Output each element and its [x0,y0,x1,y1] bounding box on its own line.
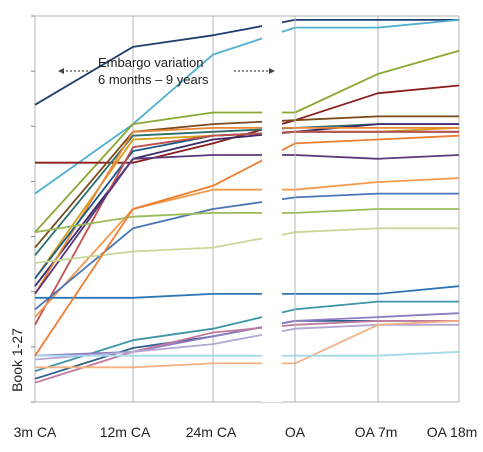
series-line-5 [34,115,459,249]
series-line-20 [34,312,460,357]
series-line-18 [34,300,459,372]
x-tick-label: OA 18m [427,424,478,440]
embargo-annotation: Embargo variation 6 months – 9 years [58,55,275,87]
series-line-15 [34,208,459,234]
annotation-line-2: 6 months – 9 years [98,72,209,87]
arrowhead-left [58,68,64,74]
series-line-12 [34,154,460,295]
series-line-25 [34,134,460,357]
series-line-16 [34,227,459,264]
x-axis-ticks: 3m CA 12m CA 24m CA OA OA 7m OA 18m [14,424,478,440]
series-line-3 [34,49,460,233]
gap-mask [262,20,282,402]
series-line-17 [35,285,460,299]
series-line-23 [35,320,460,369]
series-lines [34,18,460,384]
x-tick-label: OA 7m [355,424,398,440]
x-tick-label: 12m CA [100,424,151,440]
x-tick-label: 24m CA [186,424,237,440]
x-tick-label: 3m CA [14,424,57,440]
series-line-24 [35,350,460,357]
series-line-2 [34,19,460,195]
annotation-line-1: Embargo variation [98,55,204,70]
series-line-1 [34,18,459,106]
series-line-21 [34,319,459,384]
y-axis-label: Book 1-27 [9,328,25,392]
series-line-13 [34,177,460,318]
arrowhead-right [269,68,275,74]
x-tick-label: OA [285,424,306,440]
series-line-9 [34,127,459,295]
series-line-14 [34,192,459,311]
series-line-11 [34,130,459,326]
embargo-gap [262,16,296,402]
